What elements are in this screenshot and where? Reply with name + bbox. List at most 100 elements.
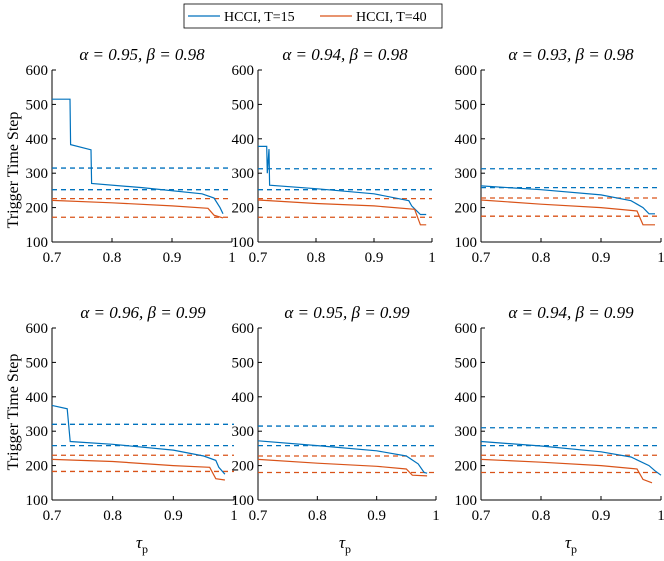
y-tick-label: 300 <box>455 166 478 182</box>
xlabel-col3: τp <box>565 533 577 556</box>
subplot-3: α = 0.93, β = 0.98 100 200 300 400 500 600 0.7 0… <box>455 45 664 266</box>
x-tick-label: 0.9 <box>164 508 183 524</box>
subplot-4: α = 0.96, β = 0.99 100 200 300 400 500 600 0.7 0… <box>26 303 238 524</box>
x-tick-label: 0.7 <box>472 250 491 266</box>
y-tick-label: 500 <box>26 97 49 113</box>
subplots: α = 0.95, β = 0.98 100 200 300 400 500 600 0.7 0… <box>26 45 664 524</box>
x-tick-label: 0.7 <box>43 508 62 524</box>
x-tick-label: 1 <box>230 508 238 524</box>
xlabel-subscript: p <box>571 542 577 556</box>
series-line-t40 <box>257 199 427 226</box>
series-line-t15 <box>52 98 224 215</box>
x-tick-label: 0.8 <box>532 508 551 524</box>
ylabel-bottom: Trigger Time Step <box>5 354 22 471</box>
y-tick-label: 600 <box>455 321 478 337</box>
y-tick-label: 300 <box>232 424 255 440</box>
x-tick-label: 0.8 <box>532 250 551 266</box>
x-tick-label: 0.9 <box>592 250 611 266</box>
x-tick-label: 0.9 <box>163 250 182 266</box>
x-tick-label: 0.9 <box>365 250 384 266</box>
series-line-t15 <box>480 185 655 215</box>
x-tick-label: 1 <box>432 508 440 524</box>
y-tick-label: 200 <box>455 201 478 217</box>
y-tick-label: 100 <box>232 493 255 509</box>
subplot-1: α = 0.95, β = 0.98 100 200 300 400 500 600 0.7 0… <box>26 45 236 266</box>
subplot-2: α = 0.94, β = 0.98 100 200 300 400 500 600 0.7 0… <box>232 45 436 266</box>
y-tick-label: 500 <box>455 97 478 113</box>
y-tick-label: 100 <box>26 493 49 509</box>
series-line-t40 <box>480 199 655 226</box>
x-tick-label: 0.7 <box>249 250 268 266</box>
x-tick-label: 1 <box>228 250 236 266</box>
y-tick-label: 200 <box>232 459 255 475</box>
y-tick-label: 500 <box>232 97 255 113</box>
x-tick-label: 0.9 <box>367 508 386 524</box>
y-tick-label: 400 <box>232 132 255 148</box>
legend-label-t15: HCCI, T=15 <box>224 10 295 25</box>
y-tick-label: 600 <box>232 321 255 337</box>
subplot-title: α = 0.95, β = 0.98 <box>79 45 205 64</box>
y-tick-label: 400 <box>26 390 49 406</box>
x-tick-label: 0.9 <box>592 508 611 524</box>
y-tick-label: 600 <box>26 63 49 79</box>
y-tick-label: 400 <box>455 390 478 406</box>
x-tick-label: 1 <box>657 508 664 524</box>
y-tick-label: 300 <box>232 166 255 182</box>
xlabel-symbol: τ <box>565 533 572 552</box>
y-tick-label: 100 <box>455 493 478 509</box>
subplot-title: α = 0.93, β = 0.98 <box>508 45 634 64</box>
legend-label-t40: HCCI, T=40 <box>356 10 427 25</box>
x-tick-label: 1 <box>428 250 436 266</box>
subplot-6: α = 0.94, β = 0.99 100 200 300 400 500 600 0.7 0… <box>455 303 664 524</box>
x-tick-label: 0.8 <box>103 508 122 524</box>
y-tick-label: 600 <box>26 321 49 337</box>
y-tick-label: 500 <box>26 355 49 371</box>
subplot-title: α = 0.95, β = 0.99 <box>284 303 410 322</box>
y-tick-label: 300 <box>455 424 478 440</box>
x-tick-label: 0.8 <box>307 250 326 266</box>
series-line-t40 <box>480 458 653 484</box>
xlabel-symbol: τ <box>136 533 143 552</box>
x-tick-label: 0.8 <box>308 508 327 524</box>
x-tick-label: 0.8 <box>103 250 122 266</box>
subplot-title: α = 0.94, β = 0.99 <box>508 303 634 322</box>
subplot-5: α = 0.95, β = 0.99 100 200 300 400 500 600 0.7 0… <box>232 303 440 524</box>
xlabel-subscript: p <box>142 542 148 556</box>
y-tick-label: 100 <box>455 235 478 251</box>
y-tick-label: 600 <box>232 63 255 79</box>
x-tick-label: 1 <box>657 250 664 266</box>
y-tick-label: 100 <box>26 235 49 251</box>
subplot-title: α = 0.96, β = 0.99 <box>80 303 206 322</box>
y-tick-label: 200 <box>232 201 255 217</box>
ylabel-top: Trigger Time Step <box>5 112 22 229</box>
y-tick-label: 200 <box>26 201 49 217</box>
xlabel-col2: τp <box>339 533 351 556</box>
y-tick-label: 300 <box>26 166 49 182</box>
y-tick-label: 600 <box>455 63 478 79</box>
y-tick-label: 400 <box>26 132 49 148</box>
y-tick-label: 400 <box>455 132 478 148</box>
x-tick-label: 0.7 <box>249 508 268 524</box>
x-tick-label: 0.7 <box>472 508 491 524</box>
xlabel-symbol: τ <box>339 533 346 552</box>
y-tick-label: 300 <box>26 424 49 440</box>
y-tick-label: 500 <box>455 355 478 371</box>
series-line-t40 <box>51 458 225 481</box>
series-line-t40 <box>257 458 428 477</box>
series-line-t15 <box>480 440 662 476</box>
y-tick-label: 200 <box>26 459 49 475</box>
subplot-title: α = 0.94, β = 0.98 <box>282 45 408 64</box>
xlabel-col1: τp <box>136 533 148 556</box>
series-line-t15 <box>257 440 428 474</box>
y-tick-label: 100 <box>232 235 255 251</box>
series-line-t40 <box>51 199 224 219</box>
y-tick-label: 400 <box>232 390 255 406</box>
x-tick-label: 0.7 <box>43 250 62 266</box>
series-line-t15 <box>51 404 226 475</box>
legend: HCCI, T=15 HCCI, T=40 <box>183 3 443 29</box>
y-tick-label: 200 <box>455 459 478 475</box>
legend-box <box>183 3 443 29</box>
xlabel-subscript: p <box>345 542 351 556</box>
y-tick-label: 500 <box>232 355 255 371</box>
